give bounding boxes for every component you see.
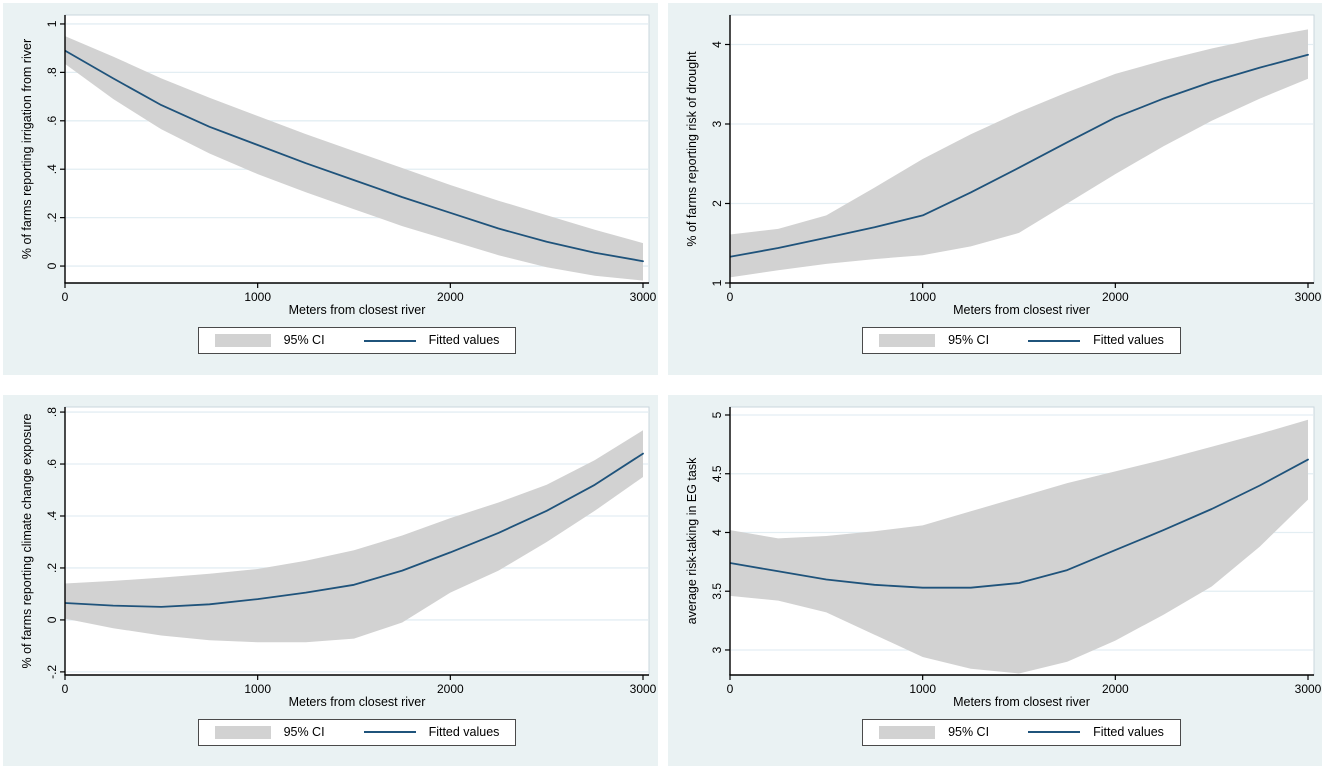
legend: 95% CI Fitted values — [65, 327, 649, 354]
fitted-line-sample — [1028, 339, 1081, 342]
x-axis-title: Meters from closest river — [953, 694, 1090, 709]
y-tick-label: 4.5 — [710, 465, 724, 482]
x-tick-label: 3000 — [1294, 682, 1321, 696]
x-tick-label: 2000 — [437, 682, 464, 696]
y-tick-label: .4 — [45, 164, 59, 174]
fitted-line — [65, 49, 644, 263]
fitted-line — [729, 458, 1309, 589]
ci-swatch — [214, 725, 271, 739]
legend-fitted-label: Fitted values — [1093, 333, 1164, 348]
panel-risk-taking: 3 3.5 4 4.5 5 0 1000 2000 3000 average risk-taki… — [667, 394, 1322, 766]
y-tick-label: 4 — [710, 41, 724, 48]
y-tick-label: 0 — [45, 616, 59, 623]
x-tick-label: 0 — [726, 290, 733, 304]
legend: 95% CI Fitted values — [730, 327, 1314, 354]
y-tick-label: .6 — [45, 458, 59, 468]
x-tick-label: 1000 — [244, 682, 271, 696]
plot-area: 1 2 3 4 0 1000 2000 3000 — [710, 14, 1321, 304]
legend-fitted-label: Fitted values — [428, 333, 500, 348]
x-tick-label: 3000 — [630, 290, 657, 304]
legend-fitted-label: Fitted values — [1093, 724, 1164, 739]
fitted-line — [65, 452, 644, 608]
x-axis-title: Meters from closest river — [953, 303, 1090, 317]
ci-swatch — [879, 334, 936, 347]
x-tick-label: 0 — [62, 290, 69, 304]
y-tick-label: .2 — [45, 562, 59, 572]
y-tick-label: .8 — [45, 406, 59, 416]
fitted-line-sample — [1028, 731, 1081, 733]
x-tick-label: 1000 — [909, 290, 936, 304]
x-tick-label: 1000 — [244, 290, 271, 304]
x-tick-label: 2000 — [1101, 682, 1128, 696]
plot-area: 3 3.5 4 4.5 5 0 1000 2000 3000 — [710, 406, 1321, 696]
plot-area: 0 .2 .4 .6 .8 1 0 1000 2000 3000 — [45, 14, 657, 304]
x-tick-label: 0 — [62, 682, 69, 696]
y-tick-label: .6 — [45, 115, 59, 125]
ci-band — [65, 36, 643, 281]
ci-band — [729, 29, 1308, 278]
ci-band — [65, 429, 643, 642]
y-axis-title: % of farms reporting risk of drought — [684, 51, 699, 247]
y-axis-title: average risk-taking in EG task — [684, 457, 699, 624]
x-axis-title: Meters from closest river — [288, 694, 426, 709]
y-tick-label: 3 — [710, 646, 724, 653]
y-tick-label: 1 — [710, 279, 724, 286]
legend-ci-label: 95% CI — [948, 333, 990, 348]
panel-climate-change: -.2 0.2.4.6.8 0 1000 2000 3000 % of farms rep… — [3, 394, 658, 766]
legend-box: 95% CI Fitted values — [197, 718, 517, 746]
y-tick-label: .8 — [45, 67, 59, 77]
fitted-line-sample — [363, 731, 416, 733]
legend-fitted-label: Fitted values — [428, 724, 500, 739]
y-tick-label: 5 — [710, 411, 724, 418]
legend-box: 95% CI Fitted values — [862, 327, 1181, 354]
y-axis-title: % of farms reporting climate change expo… — [19, 413, 34, 668]
legend-ci-label: 95% CI — [283, 724, 325, 739]
y-tick-label: 4 — [710, 528, 724, 535]
fitted-line-sample — [363, 339, 416, 342]
y-axis-title: % of farms reporting irrigation from riv… — [19, 38, 34, 260]
legend-ci-label: 95% CI — [948, 724, 990, 739]
ci-swatch — [214, 334, 271, 347]
legend-ci-label: 95% CI — [283, 333, 325, 348]
x-tick-label: 1000 — [909, 682, 936, 696]
ci-swatch — [879, 725, 936, 739]
y-tick-label: 2 — [710, 200, 724, 207]
legend-box: 95% CI Fitted values — [862, 718, 1181, 746]
y-tick-label: .2 — [45, 212, 59, 222]
panel-drought: 1 2 3 4 0 1000 2000 3000 % of farms reporting r… — [667, 3, 1322, 375]
y-tick-label: 3.5 — [710, 582, 724, 599]
y-tick-label: .4 — [45, 510, 59, 520]
legend-box: 95% CI Fitted values — [197, 327, 517, 354]
x-tick-label: 0 — [726, 682, 733, 696]
legend: 95% CI Fitted values — [730, 718, 1314, 746]
ci-band — [729, 419, 1308, 673]
x-axis-title: Meters from closest river — [288, 303, 426, 317]
panel-irrigation: 0 .2 .4 .6 .8 1 0 1000 2000 3000 % of farms repor… — [3, 3, 658, 375]
y-tick-label: 0 — [45, 262, 59, 269]
y-tick-label: -.2 — [45, 664, 59, 678]
plot-area: -.20.2.4.6.80 1000 2000 3000 — [45, 406, 657, 696]
x-tick-label: 3000 — [630, 682, 657, 696]
legend: 95% CI Fitted values — [65, 718, 649, 746]
y-tick-label: 3 — [710, 120, 724, 127]
y-tick-label: 1 — [45, 20, 59, 27]
fitted-line — [729, 53, 1309, 258]
x-tick-label: 2000 — [437, 290, 464, 304]
x-tick-label: 2000 — [1101, 290, 1128, 304]
x-tick-label: 3000 — [1294, 290, 1321, 304]
